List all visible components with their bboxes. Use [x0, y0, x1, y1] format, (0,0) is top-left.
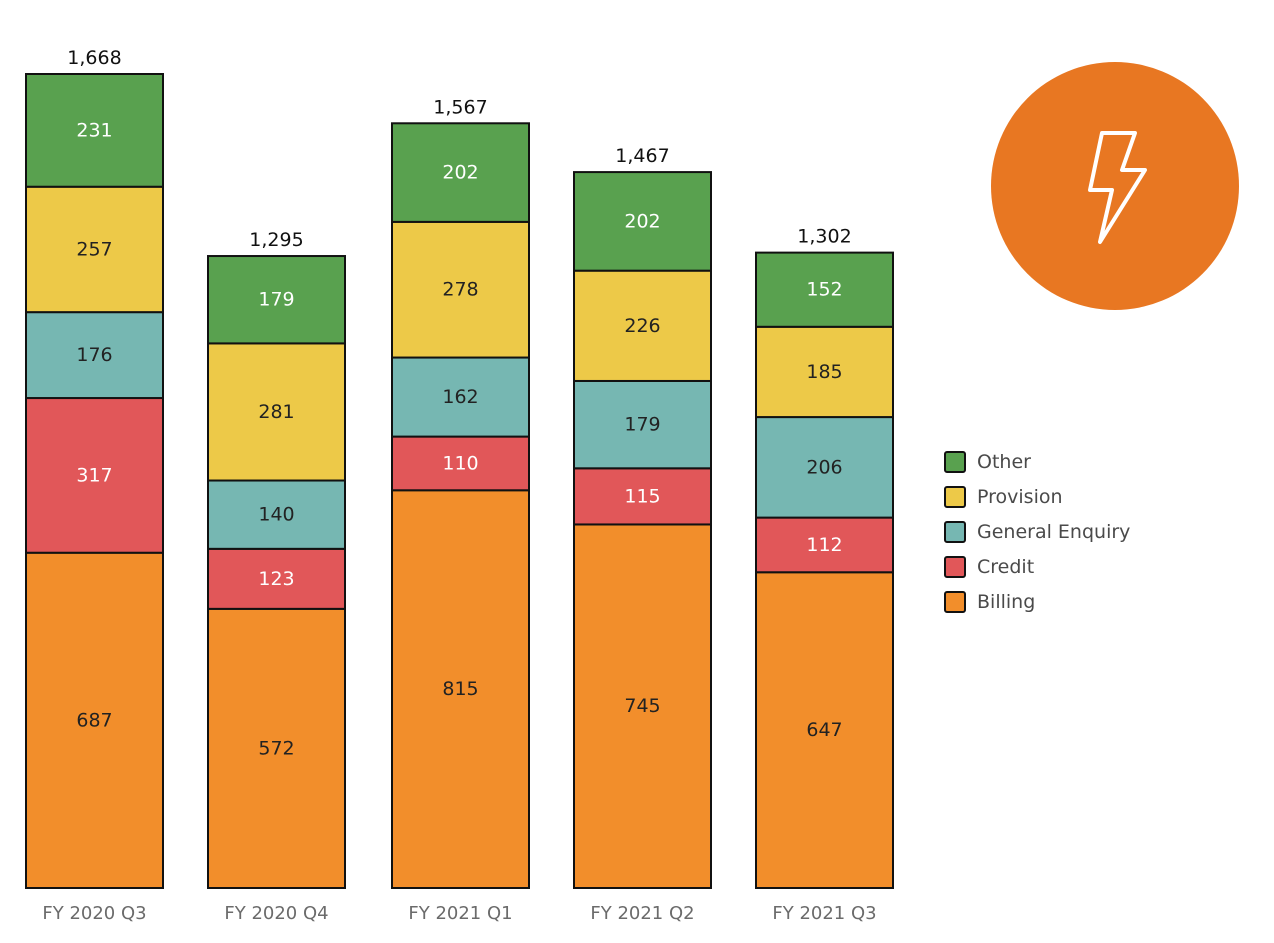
bar-segment-billing [207, 607, 346, 889]
data-label-provision: 257 [76, 238, 112, 260]
data-label-credit: 115 [624, 485, 660, 507]
legend-swatch-provision [944, 486, 966, 508]
data-label-general-enquiry: 179 [624, 414, 660, 436]
data-label-general-enquiry: 162 [442, 386, 478, 408]
bar-segment-other [207, 255, 346, 345]
x-tick-label: FY 2020 Q3 [42, 903, 146, 924]
bar-segment-general-enquiry [755, 416, 894, 519]
bar-segment-credit [25, 397, 164, 554]
data-label-provision: 226 [624, 315, 660, 337]
legend: Other Provision General Enquiry Credit Billi… [944, 451, 1130, 613]
bar-total-label: 1,295 [249, 229, 303, 251]
data-label-billing: 687 [76, 709, 112, 731]
x-tick-label: FY 2020 Q4 [224, 903, 328, 924]
bar-total-label: 1,302 [797, 226, 851, 248]
x-tick-label: FY 2021 Q2 [590, 903, 694, 924]
bar-segment-billing [755, 571, 894, 890]
bar-segment-other [25, 73, 164, 188]
bar-segment-general-enquiry [391, 356, 530, 438]
data-label-billing: 745 [624, 695, 660, 717]
bars-layer [25, 73, 894, 890]
legend-swatch-credit [944, 556, 966, 578]
data-label-billing: 815 [442, 678, 478, 700]
bar-segment-other [573, 171, 712, 272]
data-label-provision: 278 [442, 279, 478, 301]
data-label-general-enquiry: 140 [258, 504, 294, 526]
data-label-other: 152 [806, 279, 842, 301]
legend-label-credit: Credit [977, 556, 1034, 578]
data-label-credit: 317 [76, 464, 112, 486]
legend-label-other: Other [977, 451, 1031, 473]
data-label-other: 179 [258, 289, 294, 311]
legend-label-billing: Billing [977, 591, 1035, 613]
bar-total-label: 1,467 [615, 145, 669, 167]
bar-total-label: 1,668 [67, 47, 121, 69]
bar-segment-provision [25, 185, 164, 314]
legend-label-general-enquiry: General Enquiry [977, 521, 1130, 543]
legend-swatch-billing [944, 591, 966, 613]
x-tick-label: FY 2021 Q3 [772, 903, 876, 924]
data-label-billing: 647 [806, 719, 842, 741]
bar-segment-general-enquiry [573, 379, 712, 470]
bar-segment-provision [573, 269, 712, 382]
legend-swatch-general-enquiry [944, 521, 966, 543]
bar-segment-credit [207, 547, 346, 610]
data-label-provision: 281 [258, 401, 294, 423]
legend-swatch-other [944, 451, 966, 473]
bar-segment-billing [391, 489, 530, 889]
data-label-other: 202 [624, 210, 660, 232]
data-label-general-enquiry: 176 [76, 344, 112, 366]
bar-segment-other [391, 122, 530, 223]
data-label-provision: 185 [806, 361, 842, 383]
bar-segment-credit [391, 435, 530, 492]
legend-label-provision: Provision [977, 486, 1063, 508]
labels-layer: 687 317 176 257 231 1,668 FY 2020 Q3 572 123 140 2… [42, 47, 876, 924]
bar-segment-provision [207, 342, 346, 482]
bar-segment-credit [573, 467, 712, 526]
bar-segment-billing [25, 551, 164, 890]
bar-segment-provision [755, 325, 894, 419]
bar-total-label: 1,567 [433, 96, 487, 118]
data-label-other: 231 [76, 119, 112, 141]
bar-segment-other [755, 251, 894, 328]
data-label-general-enquiry: 206 [806, 456, 842, 478]
data-label-billing: 572 [258, 737, 294, 759]
data-label-credit: 112 [806, 534, 842, 556]
bar-segment-general-enquiry [207, 479, 346, 550]
badge-circle [991, 62, 1239, 310]
data-label-credit: 110 [442, 452, 478, 474]
x-tick-label: FY 2021 Q1 [408, 903, 512, 924]
data-label-credit: 123 [258, 568, 294, 590]
lightning-bolt-icon [1088, 131, 1147, 244]
lightning-badge [991, 62, 1239, 310]
bar-segment-billing [573, 523, 712, 889]
data-label-other: 202 [442, 162, 478, 184]
